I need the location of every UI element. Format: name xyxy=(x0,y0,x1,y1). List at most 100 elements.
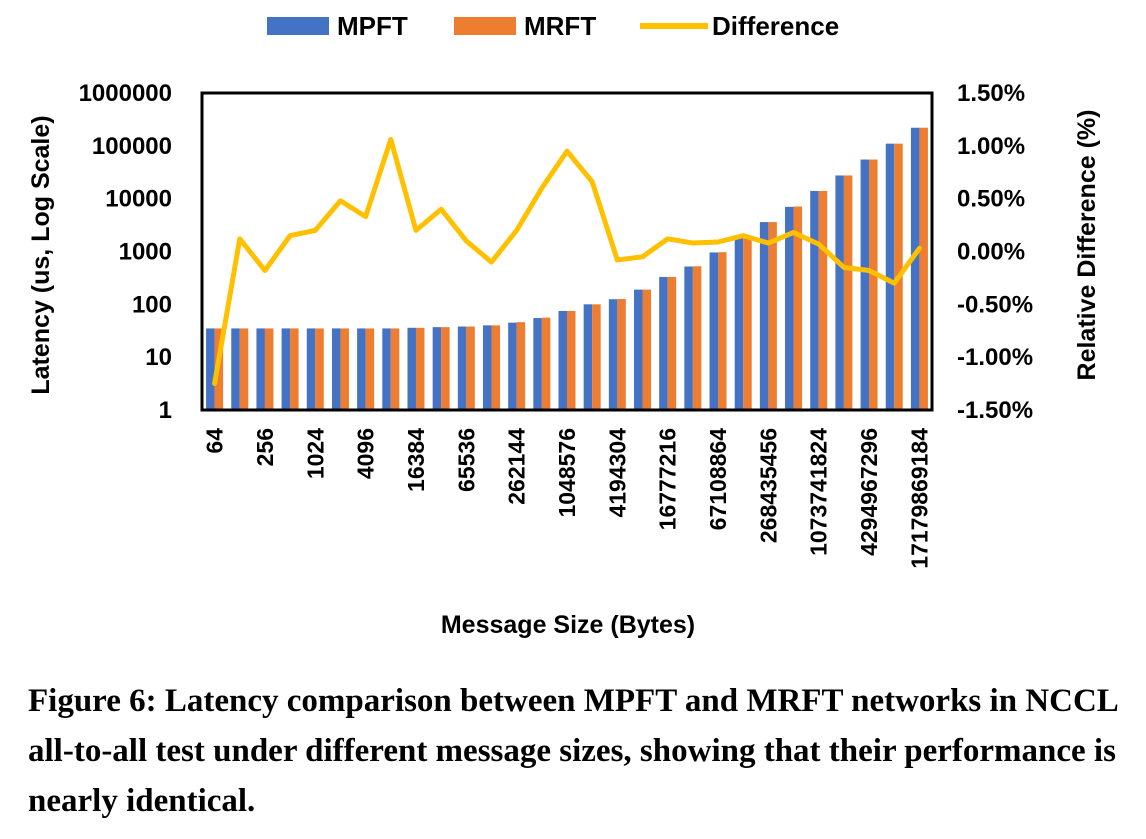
bar-mpft-536870912 xyxy=(785,206,794,410)
bar-mpft-8192 xyxy=(382,328,391,410)
x-tick-label-1048576: 1048576 xyxy=(554,428,580,518)
y2-tick-label-1.50%: 1.50% xyxy=(957,80,1025,107)
y-tick-label-100: 100 xyxy=(132,291,172,318)
y2-tick-label--1.00%: -1.00% xyxy=(957,344,1033,371)
bar-mrft-4096 xyxy=(365,328,375,410)
bar-mpft-64 xyxy=(206,328,215,410)
x-tick-label-1024: 1024 xyxy=(302,428,328,479)
x-tick-label-262144: 262144 xyxy=(504,428,530,505)
bar-mpft-2048 xyxy=(331,328,341,410)
bar-mpft-67108864 xyxy=(709,252,719,410)
bar-mpft-33554432 xyxy=(684,266,693,410)
bar-mrft-16384 xyxy=(415,327,425,410)
bar-mpft-1048576 xyxy=(558,310,567,410)
y2-tick-label-0.50%: 0.50% xyxy=(957,186,1025,213)
bar-mrft-128 xyxy=(239,328,249,410)
y2-tick-label-1.00%: 1.00% xyxy=(957,133,1025,160)
bar-mrft-8388608 xyxy=(642,289,652,410)
bar-mpft-262144 xyxy=(508,322,517,410)
bar-mrft-512 xyxy=(290,328,299,410)
legend-swatch-mrft xyxy=(454,17,516,35)
bar-mpft-256 xyxy=(256,328,265,410)
bar-mpft-4194304 xyxy=(608,299,618,410)
bar-mpft-524288 xyxy=(533,318,542,410)
bar-mpft-2147483648 xyxy=(835,175,844,410)
bar-mrft-17179869184 xyxy=(919,127,928,411)
y2-tick-label--0.50%: -0.50% xyxy=(957,291,1033,318)
x-tick-label-268435456: 268435456 xyxy=(755,428,781,543)
bar-mrft-268435456 xyxy=(768,222,777,410)
bar-mpft-16777216 xyxy=(659,276,668,410)
bar-mpft-128 xyxy=(231,328,240,410)
bar-mrft-16777216 xyxy=(667,276,677,410)
x-tick-label-16384: 16384 xyxy=(403,428,429,492)
legend-label-mpft: MPFT xyxy=(337,11,408,41)
y-axis-title: Latency (us, Log Scale) xyxy=(27,115,55,394)
y2-tick-label--1.50%: -1.50% xyxy=(957,397,1033,424)
plot-border xyxy=(200,91,934,412)
bar-mpft-16384 xyxy=(407,327,416,410)
plot-area xyxy=(200,91,934,412)
difference-line xyxy=(212,136,922,387)
bar-mpft-2097152 xyxy=(583,304,593,410)
x-tick-label-17179869184: 17179869184 xyxy=(906,428,932,569)
legend-swatch-mpft xyxy=(267,17,329,35)
bar-mpft-512 xyxy=(281,328,291,410)
legend-item-mpft: MPFT xyxy=(267,11,408,41)
legend-label-mrft: MRFT xyxy=(524,11,596,41)
x-axis-title: Message Size (Bytes) xyxy=(441,611,695,639)
bar-mpft-32768 xyxy=(432,327,442,410)
y-tick-label-1: 1 xyxy=(159,397,172,424)
bar-mpft-65536 xyxy=(457,326,467,410)
x-tick-label-4096: 4096 xyxy=(353,428,379,479)
x-tick-label-4194304: 4194304 xyxy=(604,428,630,518)
bar-mpft-131072 xyxy=(482,325,492,410)
y2-tick-label-0.00%: 0.00% xyxy=(957,239,1025,266)
bar-mrft-1048576 xyxy=(567,310,576,410)
bar-mrft-33554432 xyxy=(692,266,702,410)
series-mpft xyxy=(206,127,920,411)
bar-mrft-65536 xyxy=(466,326,475,410)
bar-mrft-256 xyxy=(264,328,274,410)
x-axis: 64 256 1024 4096 16384 65536 262144 1048576 4194… xyxy=(202,428,933,569)
chart: MPFT MRFT Difference 1 10 100 1000 10000 100000… xyxy=(27,11,1101,639)
y-tick-label-10: 10 xyxy=(145,344,172,371)
bar-mpft-1024 xyxy=(306,328,316,410)
right-y-axis-title: Relative Difference (%) xyxy=(1073,110,1101,381)
x-tick-label-256: 256 xyxy=(252,428,278,466)
y-tick-label-100000: 100000 xyxy=(92,133,172,160)
legend: MPFT MRFT Difference xyxy=(267,11,839,41)
bar-mrft-2048 xyxy=(340,328,349,410)
x-tick-label-67108864: 67108864 xyxy=(705,428,731,531)
legend-label-difference: Difference xyxy=(712,11,839,41)
bar-mpft-8388608 xyxy=(634,289,643,410)
bar-mpft-4294967296 xyxy=(860,159,870,410)
bar-mpft-8589934592 xyxy=(885,143,895,410)
bar-mrft-8192 xyxy=(390,328,400,410)
bar-mrft-1024 xyxy=(315,328,324,410)
y-tick-label-1000: 1000 xyxy=(119,239,172,266)
bar-mpft-4096 xyxy=(357,328,366,410)
x-tick-label-65536: 65536 xyxy=(453,428,479,492)
x-tick-label-16777216: 16777216 xyxy=(655,428,681,530)
left-y-axis: 1 10 100 1000 10000 100000 1000000 xyxy=(79,80,172,424)
y-tick-label-1000000: 1000000 xyxy=(79,80,172,107)
x-tick-label-1073741824: 1073741824 xyxy=(806,428,832,556)
bar-mrft-131072 xyxy=(491,325,500,410)
legend-item-mrft: MRFT xyxy=(454,11,596,41)
bar-mrft-536870912 xyxy=(793,206,803,410)
right-y-axis: -1.50% -1.00% -0.50% 0.00% 0.50% 1.00% 1.50% xyxy=(957,80,1033,424)
bar-mpft-17179869184 xyxy=(910,127,920,411)
bar-mrft-67108864 xyxy=(718,252,727,410)
series-mrft xyxy=(214,127,928,411)
bar-mpft-268435456 xyxy=(759,222,769,410)
bar-mrft-134217728 xyxy=(743,238,752,410)
bar-mrft-1073741824 xyxy=(818,190,828,410)
bar-mrft-2147483648 xyxy=(843,175,853,410)
bar-mrft-32768 xyxy=(441,327,450,410)
bar-mrft-524288 xyxy=(541,317,551,410)
figure-caption: Figure 6: Latency comparison between MPF… xyxy=(28,683,1117,819)
bar-mpft-1073741824 xyxy=(810,190,819,410)
bar-mrft-2097152 xyxy=(592,304,601,410)
x-tick-label-4294967296: 4294967296 xyxy=(856,428,882,556)
